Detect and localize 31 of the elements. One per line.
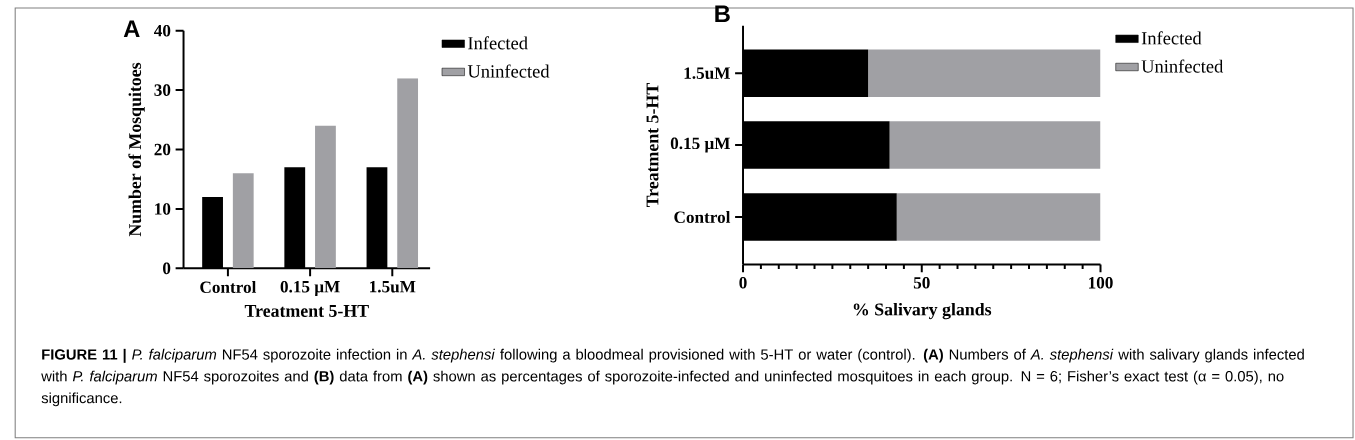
chart-title: A xyxy=(123,20,140,38)
y-tick-label: 30 xyxy=(154,84,171,97)
x-axis-title: % Salivary glands xyxy=(853,303,992,320)
x-tick-label: 1.5uM xyxy=(370,281,416,293)
text: FIGURE 11 | P. falciparum NF54 sporozoite infection in A. stephensi following a bloodmeal provisioned with 5-HT or water (control). (A) Numbers of A. stephensi with salivary glands infected with P. falciparum NF54 sporozoites and (B) data from (A) shown as percentages of sporozoite-infected and uninfected mosquitoes in each group. N = 6; Fisher’s exact test (α = 0.05), no significance. xyxy=(41,349,1304,407)
bar xyxy=(896,193,1101,241)
y-tick-label: 1.5uM xyxy=(684,67,730,80)
y-axis-title: Treatment 5-HT xyxy=(646,83,659,208)
legend-label: Infected xyxy=(1141,31,1202,45)
x-axis-title: Treatment 5-HT xyxy=(244,305,369,318)
bar xyxy=(315,125,336,269)
chart-title: B xyxy=(715,5,730,23)
bar xyxy=(232,173,254,269)
y-tick-label: 0.15 μM xyxy=(670,137,730,153)
bar xyxy=(889,121,1101,169)
y-tick-label: 20 xyxy=(154,143,171,156)
legend-label: Infected xyxy=(468,36,528,50)
x-tick-label: 100 xyxy=(1089,277,1113,289)
x-tick-label: 50 xyxy=(913,277,930,289)
legend-label: Uninfected xyxy=(467,64,550,78)
bar xyxy=(397,78,419,269)
bar xyxy=(868,49,1101,98)
y-tick-label: Control xyxy=(674,211,731,224)
legend-label: Uninfected xyxy=(1141,59,1224,73)
y-tick-label: 0 xyxy=(163,262,171,275)
y-tick-label: 10 xyxy=(155,203,171,215)
y-axis-title: Number of Mosquitoes xyxy=(128,62,145,237)
y-tick-label: 40 xyxy=(154,25,171,37)
x-tick-label: 0.15 μM xyxy=(280,281,340,297)
x-tick-label: Control xyxy=(200,281,257,294)
x-tick-label: 0 xyxy=(739,277,747,289)
